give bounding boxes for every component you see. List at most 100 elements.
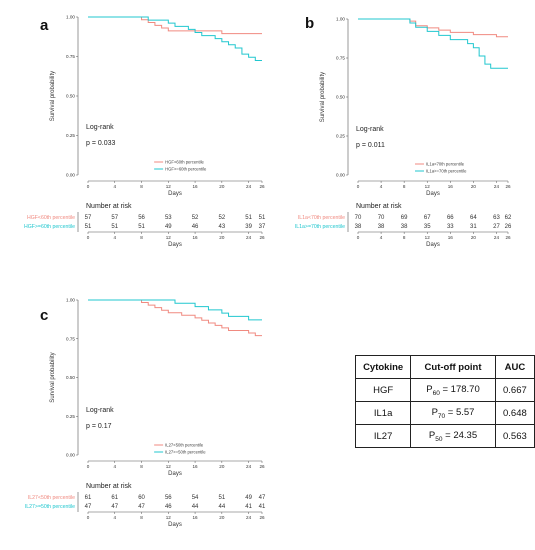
cutoff-prefix: P <box>426 383 433 395</box>
risk-x-axis-label: Days <box>426 242 440 248</box>
y-tick-label: 1.00 <box>66 298 75 303</box>
x-tick-label: 26 <box>259 184 265 189</box>
y-tick-label: 0.75 <box>66 336 75 341</box>
risk-row-label: IL1a<70th percentile <box>298 215 345 221</box>
risk-count: 67 <box>424 215 431 221</box>
risk-count: 49 <box>165 224 172 230</box>
risk-count: 62 <box>505 215 512 221</box>
p-value-label: p = 0.011 <box>356 142 385 149</box>
risk-count: 46 <box>165 504 172 510</box>
risk-row-label: HGF<60th percentile <box>27 215 75 221</box>
risk-count: 43 <box>219 224 226 230</box>
risk-x-tick-label: 16 <box>193 515 199 520</box>
x-tick-label: 12 <box>166 464 172 469</box>
risk-count: 56 <box>165 495 172 501</box>
risk-count: 61 <box>85 495 92 501</box>
risk-count: 61 <box>111 495 118 501</box>
risk-count: 47 <box>111 504 118 510</box>
risk-x-tick-label: 12 <box>166 235 172 240</box>
x-tick-label: 0 <box>87 464 90 469</box>
cytokine-cell: HGF <box>354 378 412 402</box>
risk-count: 41 <box>245 504 252 510</box>
risk-x-tick-label: 8 <box>140 515 143 520</box>
risk-count: 60 <box>138 495 145 501</box>
x-tick-label: 0 <box>357 184 360 189</box>
cutoff-value: = 24.35 <box>442 429 478 441</box>
y-tick-label: 0.00 <box>66 173 75 178</box>
survival-curve-low <box>358 18 508 38</box>
y-tick-label: 0.50 <box>66 375 75 380</box>
auc-cell: 0.648 <box>494 401 535 425</box>
cutoff-subscript: 70 <box>437 412 446 420</box>
header-cytokine: Cytokine <box>354 355 412 379</box>
x-tick-label: 12 <box>166 184 172 189</box>
p-value-label: p = 0.17 <box>86 423 112 430</box>
risk-count: 38 <box>355 224 362 230</box>
legend-entry: IL27<50th percentile <box>165 443 204 448</box>
risk-x-tick-label: 4 <box>380 235 383 240</box>
y-tick-label: 0.75 <box>66 54 75 59</box>
y-axis-label: Survival probability <box>50 352 56 402</box>
table-row: IL27 P50 = 24.35 0.563 <box>354 424 535 448</box>
risk-count: 53 <box>165 215 172 221</box>
header-cutoff-point: Cut-off point <box>410 355 496 379</box>
x-tick-label: 4 <box>113 464 116 469</box>
auc-table: Cytokine Cut-off point AUC HGF P60 = 178… <box>354 355 535 448</box>
y-tick-label: 0.25 <box>66 414 75 419</box>
x-tick-label: 16 <box>193 184 199 189</box>
risk-count: 51 <box>219 495 226 501</box>
risk-count: 47 <box>259 495 266 501</box>
risk-count: 35 <box>424 224 431 230</box>
risk-count: 66 <box>447 215 454 221</box>
table-row: IL1a P70 = 5.57 0.648 <box>354 401 535 425</box>
x-tick-label: 26 <box>259 464 265 469</box>
y-tick-label: 0.50 <box>66 94 75 99</box>
x-tick-label: 4 <box>113 184 116 189</box>
risk-count: 41 <box>259 504 266 510</box>
risk-x-tick-label: 20 <box>219 235 225 240</box>
x-tick-label: 8 <box>403 184 406 189</box>
risk-x-tick-label: 20 <box>471 235 477 240</box>
log-rank-label: Log-rank <box>86 124 114 131</box>
legend-entry: IL27>=50th percentile <box>165 450 206 455</box>
risk-count: 51 <box>259 215 266 221</box>
panel-letter: a <box>40 17 49 34</box>
risk-count: 51 <box>111 224 118 230</box>
x-tick-label: 16 <box>193 464 199 469</box>
cutoff-cell: P60 = 178.70 <box>410 378 496 402</box>
risk-x-tick-label: 12 <box>166 515 172 520</box>
risk-count: 47 <box>85 504 92 510</box>
x-tick-label: 20 <box>219 184 225 189</box>
risk-count: 57 <box>111 215 118 221</box>
km-panel-c: c 0.00 0.25 0.50 0.75 1.00 Survival probabilit… <box>25 298 266 528</box>
x-tick-label: 26 <box>505 184 511 189</box>
cutoff-value: = 178.70 <box>439 383 480 395</box>
cytokine-cell: IL1a <box>354 401 412 425</box>
risk-count: 64 <box>470 215 477 221</box>
risk-x-tick-label: 0 <box>87 235 90 240</box>
km-panel-b: b 0.00 0.25 0.50 0.75 1.00 Survival probabilit… <box>295 15 512 248</box>
x-tick-label: 0 <box>87 184 90 189</box>
risk-count: 51 <box>138 224 145 230</box>
risk-count: 51 <box>245 215 252 221</box>
x-tick-label: 20 <box>219 464 225 469</box>
x-tick-label: 24 <box>494 184 500 189</box>
x-tick-label: 20 <box>471 184 477 189</box>
y-tick-label: 0.00 <box>336 173 345 178</box>
risk-x-tick-label: 4 <box>113 235 116 240</box>
survival-curve-high <box>358 18 508 69</box>
x-tick-label: 16 <box>448 184 454 189</box>
y-tick-label: 1.00 <box>66 15 75 20</box>
panel-letter: c <box>40 307 48 324</box>
y-axis-label: Survival probability <box>320 72 326 122</box>
cutoff-subscript: 60 <box>432 389 440 397</box>
risk-x-tick-label: 26 <box>259 235 265 240</box>
y-tick-label: 1.00 <box>336 17 345 22</box>
risk-x-tick-label: 12 <box>425 235 431 240</box>
y-tick-label: 0.25 <box>66 133 75 138</box>
risk-row-label: IL27<50th percentile <box>28 495 75 501</box>
legend-entry: IL1a>=70th percentile <box>426 169 467 174</box>
risk-x-tick-label: 4 <box>113 515 116 520</box>
risk-count: 51 <box>85 224 92 230</box>
risk-x-tick-label: 26 <box>259 515 265 520</box>
